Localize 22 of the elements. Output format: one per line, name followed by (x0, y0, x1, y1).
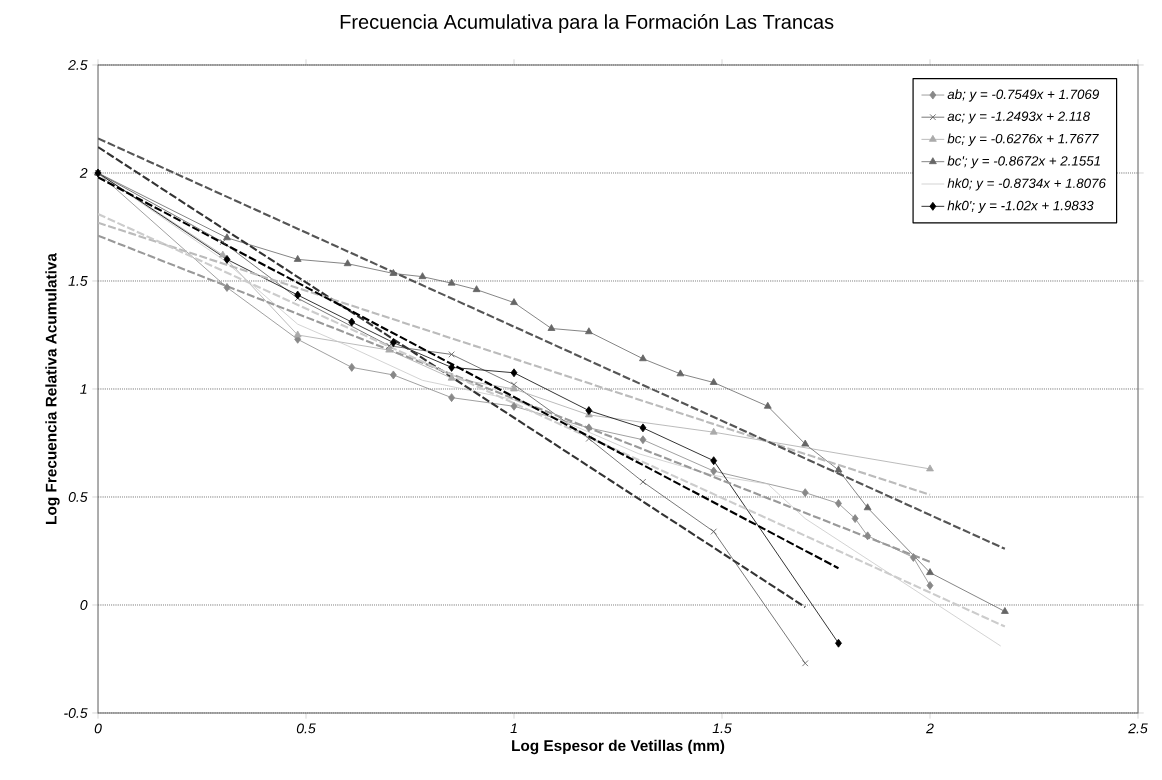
legend-label: hk0'; y = -1.02x + 1.9833 (947, 200, 1094, 213)
legend-label: bc; y = -0.6276x + 1.7677 (947, 133, 1099, 146)
y-tick-label: 1.5 (68, 276, 88, 286)
legend-label: bc'; y = -0.8672x + 2.1551 (947, 155, 1100, 169)
x-axis-title: Log Espesor de Vetillas (mm) (512, 739, 725, 755)
y-tick-label: -0.5 (64, 708, 88, 718)
x-tick-label: 0 (94, 723, 102, 734)
y-tick-label: 0 (80, 600, 88, 610)
legend-label: hk0; y = -0.8734x + 1.8076 (947, 178, 1106, 191)
y-tick-label: 2 (79, 168, 88, 178)
x-tick-label: 1.5 (712, 723, 732, 734)
x-tick-label: 1 (510, 723, 517, 734)
y-tick-label: 1 (80, 384, 87, 394)
y-tick-label: 0.5 (68, 492, 88, 502)
x-tick-label: 0.5 (296, 723, 316, 734)
chart-title: Frecuencia Acumulativa para la Formación Las Trancas (340, 14, 834, 33)
x-tick-label: 2.5 (1128, 723, 1148, 734)
legend-label: ab; y = -0.7549x + 1.7069 (947, 89, 1099, 102)
x-tick-label: 2 (926, 723, 934, 734)
legend-label: ac; y = -1.2493x + 2.118 (947, 111, 1091, 124)
y-axis-title: Log Frecuencia Relativa Acumulativa (45, 253, 60, 524)
y-tick-label: 2.5 (68, 60, 88, 70)
